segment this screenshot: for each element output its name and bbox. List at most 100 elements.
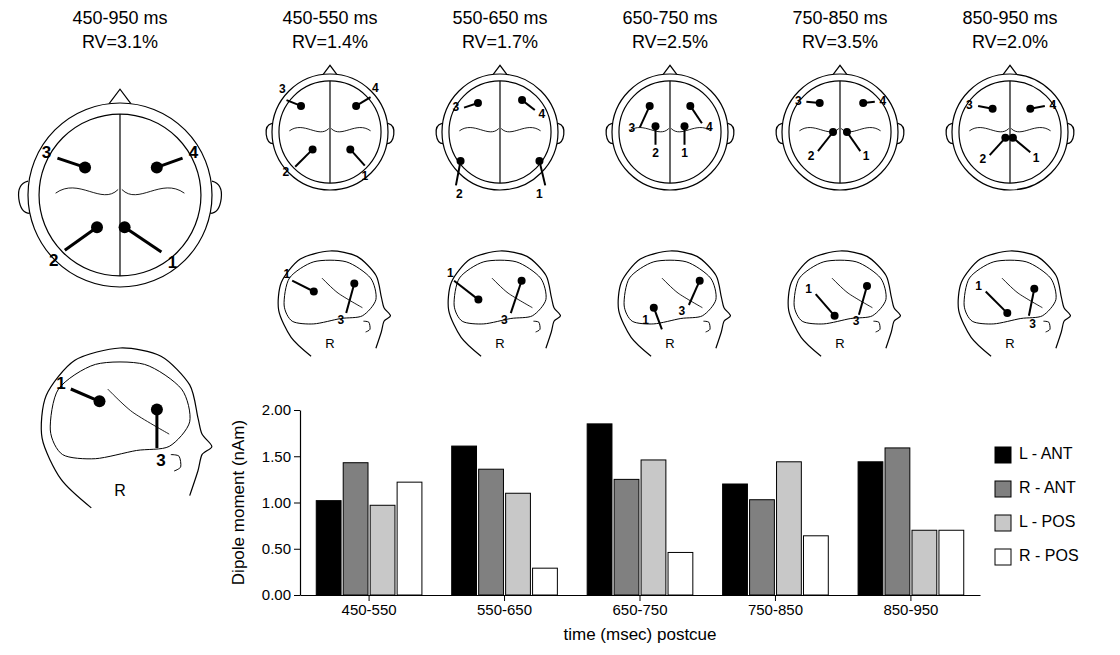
dipole-label: 4 bbox=[372, 81, 379, 95]
bar bbox=[803, 536, 828, 595]
bar bbox=[316, 501, 341, 595]
dipole-location bbox=[535, 157, 543, 165]
bar bbox=[885, 448, 910, 595]
bar bbox=[533, 568, 558, 595]
panel-title: 450-950 ms bbox=[72, 8, 167, 28]
brain-outline bbox=[964, 260, 1056, 324]
dipole-location bbox=[310, 288, 318, 296]
bar bbox=[452, 446, 477, 595]
dipole-label: 3 bbox=[279, 82, 286, 96]
central-sulcus bbox=[799, 128, 880, 132]
head-outline bbox=[618, 251, 730, 356]
legend-swatch bbox=[995, 515, 1011, 531]
sylvian-fissure bbox=[1002, 278, 1043, 308]
dipole-label: 2 bbox=[979, 152, 986, 166]
nose bbox=[833, 65, 847, 74]
dipole-location bbox=[681, 122, 689, 130]
dipole-location bbox=[863, 282, 871, 290]
tick: 450-550 bbox=[342, 595, 397, 618]
tick-label: 650-750 bbox=[612, 601, 667, 618]
tick: 2.00 bbox=[262, 401, 300, 418]
dipole-label: 3 bbox=[853, 314, 860, 328]
bar bbox=[397, 482, 422, 595]
dipole-label: 3 bbox=[1029, 317, 1036, 331]
y-axis: 0.00 0.50 1.00 1.50 2.00 bbox=[262, 401, 301, 603]
brain-outline bbox=[279, 81, 381, 183]
dipole-location bbox=[119, 221, 131, 233]
dipole-label: 4 bbox=[1050, 98, 1057, 112]
dipole-location bbox=[309, 145, 317, 153]
sylvian-fissure bbox=[492, 278, 533, 308]
bars bbox=[316, 424, 963, 595]
dipole-label: 4 bbox=[880, 94, 887, 108]
nose bbox=[663, 65, 677, 74]
axis-line bbox=[300, 411, 301, 596]
dipole-label: 3 bbox=[501, 313, 508, 327]
dipole-panel: 750-850 msRV=3.5%123413R bbox=[776, 8, 904, 356]
legend-item: R - ANT bbox=[995, 479, 1076, 497]
panel-title: 650-750 ms bbox=[622, 8, 717, 28]
dipole-location bbox=[151, 404, 163, 416]
dipole-label: 1 bbox=[56, 374, 65, 393]
dipole-location bbox=[346, 145, 354, 153]
central-sulcus bbox=[289, 128, 370, 132]
tick-label: 1.00 bbox=[262, 494, 291, 511]
panel-rv: RV=3.1% bbox=[82, 32, 158, 52]
dipole-location bbox=[1026, 105, 1034, 113]
dipole-label: 3 bbox=[156, 451, 165, 470]
bar bbox=[506, 493, 531, 595]
panel-rv: RV=3.5% bbox=[802, 32, 878, 52]
dipole-moment bbox=[1029, 289, 1034, 316]
tick: 1.50 bbox=[262, 448, 300, 465]
legend-swatch bbox=[995, 549, 1011, 565]
brain-outline bbox=[284, 260, 376, 324]
legend-item: R - POS bbox=[995, 547, 1079, 565]
head-outline bbox=[782, 74, 898, 190]
nose bbox=[323, 65, 337, 74]
dipole-location bbox=[457, 157, 465, 165]
dipole-label: 1 bbox=[681, 146, 688, 160]
midline bbox=[1009, 81, 1010, 183]
dipole-location bbox=[816, 99, 824, 107]
dipole-location bbox=[831, 312, 839, 320]
ear bbox=[533, 321, 540, 332]
panel-rv: RV=1.4% bbox=[292, 32, 368, 52]
dipole-location bbox=[646, 102, 654, 110]
legend-swatch bbox=[995, 447, 1011, 463]
dipole-location bbox=[859, 99, 867, 107]
dipole-location bbox=[1001, 134, 1009, 142]
dipole-moment bbox=[346, 283, 354, 313]
dipole-label: 2 bbox=[456, 187, 463, 201]
tick: 0.00 bbox=[262, 586, 300, 603]
dipole-location bbox=[474, 296, 482, 304]
ear bbox=[171, 455, 181, 471]
dipole-label: 3 bbox=[42, 143, 51, 162]
dipole-moment bbox=[986, 292, 1008, 314]
dipole-label: 3 bbox=[966, 98, 973, 112]
dipole-label: 2 bbox=[808, 149, 815, 163]
dipole-label: 4 bbox=[706, 120, 713, 134]
tick-label: 550-650 bbox=[477, 601, 532, 618]
sylvian-fissure bbox=[832, 278, 873, 308]
brain-outline bbox=[449, 81, 551, 183]
panel-title: 850-950 ms bbox=[962, 8, 1057, 28]
midline bbox=[499, 81, 500, 183]
bar bbox=[343, 463, 368, 595]
dipole-location bbox=[989, 105, 997, 113]
tick: 0.50 bbox=[262, 540, 300, 557]
legend-label: R - POS bbox=[1019, 547, 1079, 564]
bar bbox=[939, 530, 964, 595]
bar bbox=[614, 479, 639, 595]
dipole-location bbox=[350, 279, 358, 287]
head-outline bbox=[41, 348, 212, 508]
tick-mark bbox=[294, 595, 300, 596]
head-outline bbox=[278, 251, 390, 356]
panel-title: 450-550 ms bbox=[282, 8, 377, 28]
dipole-moment bbox=[511, 281, 522, 313]
dipole-label: 3 bbox=[795, 94, 802, 108]
head-outline bbox=[442, 74, 558, 190]
dipole-label: 1 bbox=[283, 267, 290, 281]
tick-mark bbox=[294, 503, 300, 504]
dipole-moment bbox=[816, 294, 835, 316]
brain-outline bbox=[959, 81, 1061, 183]
